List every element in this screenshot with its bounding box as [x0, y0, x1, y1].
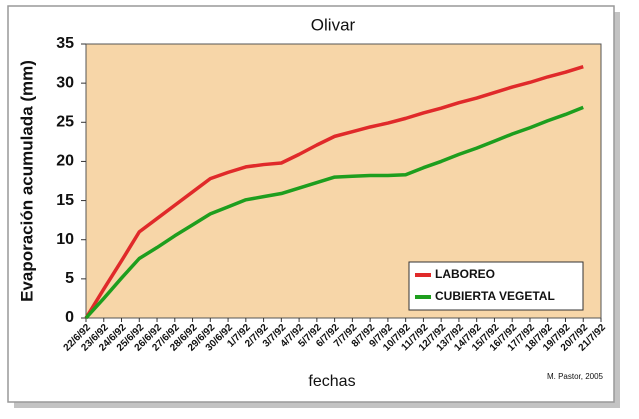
y-tick-label: 5 [65, 270, 74, 287]
y-tick-label: 10 [56, 231, 74, 248]
y-tick-label: 15 [56, 192, 74, 209]
legend-label: CUBIERTA VEGETAL [435, 289, 555, 303]
y-axis-label: Evaporación acumulada (mm) [17, 60, 36, 302]
annotation: M. Pastor, 2005 [547, 372, 604, 381]
chart-title: Olivar [311, 15, 356, 34]
y-tick-label: 30 [56, 74, 74, 91]
series-line [84, 65, 584, 319]
y-tick-label: 0 [65, 309, 74, 326]
y-tick-label: 20 [56, 153, 74, 170]
y-tick-label: 35 [56, 35, 74, 52]
legend-box [408, 261, 584, 311]
legend-label: LABOREO [435, 267, 495, 281]
series-line [84, 105, 584, 320]
y-tick-label: 25 [56, 114, 74, 131]
x-axis-label: fechas [308, 373, 355, 390]
